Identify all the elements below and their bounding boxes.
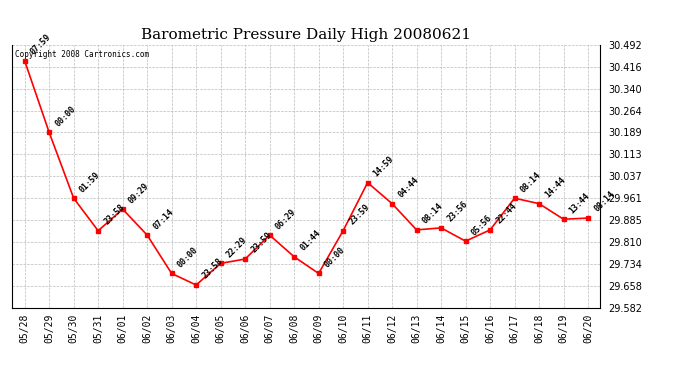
Text: 00:00: 00:00 [323, 245, 347, 269]
Text: 22:29: 22:29 [225, 235, 249, 259]
Text: 08:14: 08:14 [421, 202, 445, 226]
Text: 23:59: 23:59 [347, 202, 371, 226]
Text: 23:58: 23:58 [102, 202, 126, 226]
Text: 08:14: 08:14 [592, 190, 616, 214]
Text: 08:14: 08:14 [519, 170, 543, 194]
Text: Copyright 2008 Cartronics.com: Copyright 2008 Cartronics.com [15, 50, 150, 59]
Text: 07:14: 07:14 [151, 207, 175, 231]
Text: 00:00: 00:00 [176, 245, 200, 269]
Text: 05:56: 05:56 [470, 213, 494, 237]
Text: 23:56: 23:56 [445, 200, 469, 224]
Text: 01:44: 01:44 [298, 228, 322, 253]
Text: 00:00: 00:00 [53, 104, 77, 128]
Title: Barometric Pressure Daily High 20080621: Barometric Pressure Daily High 20080621 [141, 28, 471, 42]
Text: 06:29: 06:29 [274, 207, 298, 231]
Text: 13:44: 13:44 [568, 191, 592, 215]
Text: 09:29: 09:29 [127, 181, 151, 205]
Text: 01:59: 01:59 [78, 170, 102, 194]
Text: 22:44: 22:44 [494, 202, 518, 226]
Text: 23:58: 23:58 [200, 257, 224, 281]
Text: 14:59: 14:59 [372, 154, 396, 178]
Text: 23:59: 23:59 [249, 231, 273, 255]
Text: 14:44: 14:44 [543, 176, 567, 200]
Text: 04:44: 04:44 [396, 176, 420, 200]
Text: 07:59: 07:59 [29, 33, 53, 57]
